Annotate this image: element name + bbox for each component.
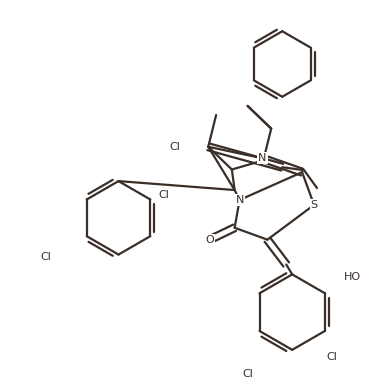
Text: N: N	[258, 153, 267, 163]
Text: Cl: Cl	[41, 251, 51, 262]
Text: Cl: Cl	[242, 369, 253, 378]
Text: O: O	[205, 235, 214, 245]
Text: HO: HO	[344, 273, 361, 282]
Text: Cl: Cl	[170, 142, 180, 152]
Text: S: S	[311, 200, 318, 210]
Text: Cl: Cl	[158, 190, 169, 199]
Text: N: N	[235, 195, 244, 205]
Text: Cl: Cl	[327, 352, 337, 362]
